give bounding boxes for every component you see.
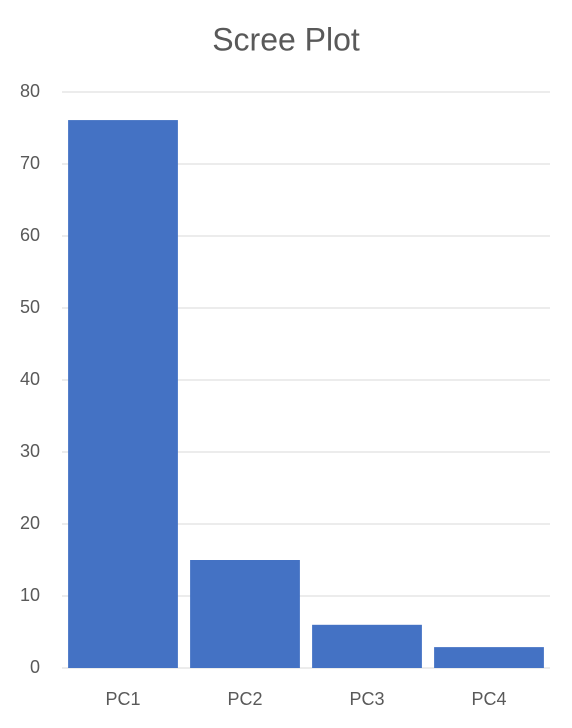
x-tick-label: PC1	[105, 689, 140, 709]
x-tick-label: PC2	[227, 689, 262, 709]
y-tick-label: 20	[20, 513, 40, 533]
y-tick-label: 30	[20, 441, 40, 461]
x-tick-label: PC3	[349, 689, 384, 709]
bar	[312, 624, 422, 668]
y-tick-label: 80	[20, 81, 40, 101]
y-tick-label: 40	[20, 369, 40, 389]
chart-title: Scree Plot	[212, 21, 360, 57]
y-tick-label: 0	[30, 657, 40, 677]
x-tick-label: PC4	[471, 689, 506, 709]
y-tick-label: 50	[20, 297, 40, 317]
bar	[190, 560, 300, 668]
bar	[68, 120, 178, 668]
y-tick-label: 70	[20, 153, 40, 173]
y-tick-label: 60	[20, 225, 40, 245]
bar	[434, 647, 544, 668]
y-tick-label: 10	[20, 585, 40, 605]
